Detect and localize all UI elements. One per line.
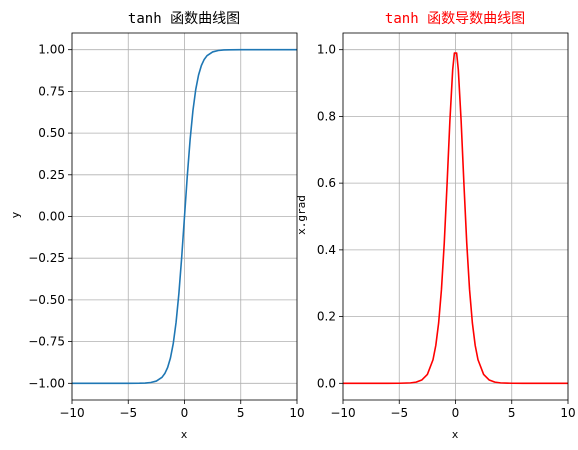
y-tick-label: 0.75 [38,84,65,98]
y-tick-label: 1.0 [317,43,336,57]
chart-title: tanh 函数曲线图 [128,11,240,27]
y-tick-label: 0.4 [317,243,336,257]
tanh-chart: tanh 函数曲线图 y x −10 −5 0 5 10 −1.00 −0.75 −0.50 −… [9,11,305,441]
x-tick-label: 10 [289,406,304,420]
x-tick-label: 5 [508,406,516,420]
y-tick-label: −1.00 [28,376,65,390]
x-tick-label: 10 [560,406,575,420]
x-tick-label: 0 [181,406,189,420]
y-tick-label: 0.6 [317,176,336,190]
y-tick-label: 0.2 [317,310,336,324]
x-axis-label: x [452,428,459,441]
series-line [343,52,568,385]
tanh-derivative-chart: tanh 函数导数曲线图 x.grad x −10 −5 0 5 10 0.0 0.2 0.4… [295,11,576,441]
x-tick-label: −10 [330,406,355,420]
y-tick-label: 1.00 [38,43,65,57]
y-tick-label: 0.25 [38,168,65,182]
y-tick-label: −0.50 [28,293,65,307]
y-tick-label: 0.00 [38,210,65,224]
x-tick-label: −10 [59,406,84,420]
y-tick-label: −0.75 [28,335,65,349]
x-axis-label: x [181,428,188,441]
x-tick-label: −5 [119,406,137,420]
y-tick-label: −0.25 [28,251,65,265]
x-tick-label: −5 [390,406,408,420]
y-tick-label: 0.8 [317,109,336,123]
x-tick-label: 5 [237,406,245,420]
y-axis-label: y [9,211,22,218]
x-tick-label: 0 [452,406,460,420]
series-line [72,48,297,385]
y-axis-label: x.grad [295,195,308,235]
chart-title: tanh 函数导数曲线图 [385,11,525,27]
y-tick-label: 0.0 [317,376,336,390]
y-tick-label: 0.50 [38,126,65,140]
